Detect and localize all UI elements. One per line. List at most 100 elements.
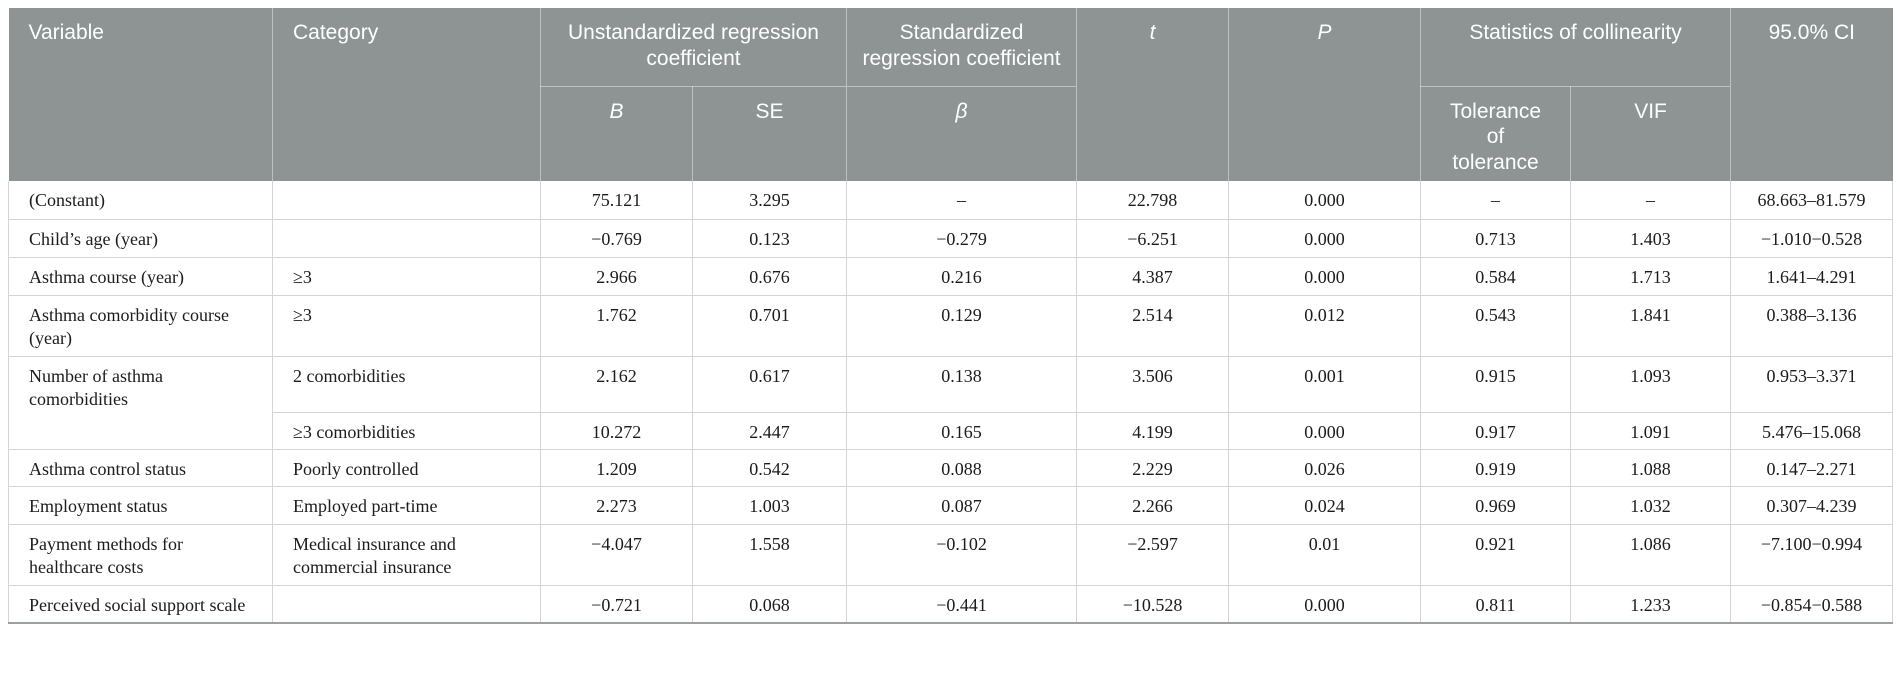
cell-variable: Employment status: [8, 486, 273, 525]
cell-category: [272, 584, 541, 624]
cell-b: −0.721: [540, 584, 693, 624]
cell-beta: 0.165: [846, 411, 1078, 451]
cell-tolerance: 0.584: [1420, 256, 1572, 296]
cell-ci: 0.388–3.136: [1730, 294, 1894, 357]
regression-table: Variable Category Unstandardized regress…: [8, 8, 1894, 624]
table-row: Asthma course (year) ≥3 2.966 0.676 0.21…: [8, 256, 1894, 296]
cell-tolerance: 0.969: [1420, 486, 1572, 525]
header-collinearity-group: Statistics of collinearity: [1420, 8, 1731, 87]
cell-tolerance: 0.713: [1420, 218, 1572, 258]
header-t: t: [1076, 8, 1229, 182]
cell-p: 0.024: [1228, 486, 1422, 525]
cell-beta: –: [846, 181, 1078, 220]
table-body: (Constant) 75.121 3.295 – 22.798 0.000 –…: [8, 181, 1894, 624]
cell-vif: –: [1570, 181, 1732, 220]
cell-beta: 0.216: [846, 256, 1078, 296]
table-row: Asthma comorbidity course (year) ≥3 1.76…: [8, 294, 1894, 357]
cell-category: [272, 218, 541, 258]
header-ci: 95.0% CI: [1730, 8, 1893, 182]
cell-t: 2.514: [1076, 294, 1230, 357]
cell-variable: Number of asthma comorbidities: [8, 355, 273, 451]
header-vif: VIF: [1570, 86, 1731, 182]
cell-se: 0.617: [691, 355, 848, 413]
table-row: Payment methods for healthcare costs Med…: [8, 523, 1894, 586]
cell-variable: Asthma comorbidity course (year): [8, 294, 273, 357]
cell-tolerance: –: [1420, 181, 1572, 220]
cell-beta: −0.279: [846, 218, 1078, 258]
header-b: B: [540, 86, 693, 182]
cell-p: 0.026: [1228, 448, 1422, 488]
cell-ci: 0.953–3.371: [1730, 355, 1894, 413]
cell-beta: 0.138: [846, 355, 1078, 413]
cell-t: 4.387: [1076, 256, 1230, 296]
cell-b: −0.769: [540, 218, 693, 258]
cell-b: 2.966: [540, 256, 693, 296]
cell-se: 0.542: [691, 448, 848, 488]
cell-vif: 1.032: [1570, 486, 1732, 525]
header-standardized-group: Standardized regression coefficient: [846, 8, 1077, 87]
cell-ci: 0.307–4.239: [1730, 486, 1894, 525]
cell-b: 75.121: [540, 181, 693, 220]
cell-se: 0.701: [691, 294, 848, 357]
cell-se: 0.676: [691, 256, 848, 296]
table-row: ≥3 comorbidities 10.272 2.447 0.165 4.19…: [9, 411, 1894, 451]
cell-beta: 0.087: [846, 486, 1078, 525]
cell-ci: −1.010−0.528: [1730, 218, 1894, 258]
cell-p: 0.012: [1228, 294, 1422, 357]
cell-ci: 5.476–15.068: [1730, 411, 1894, 451]
header-variable: Variable: [8, 8, 273, 182]
cell-category: 2 comorbidities: [272, 355, 541, 413]
cell-b: 10.272: [540, 411, 693, 451]
header-beta: β: [846, 86, 1077, 182]
cell-tolerance: 0.919: [1420, 448, 1572, 488]
cell-variable: (Constant): [8, 181, 273, 220]
cell-vif: 1.403: [1570, 218, 1732, 258]
table-header: Variable Category Unstandardized regress…: [8, 8, 1893, 182]
cell-ci: 0.147–2.271: [1730, 448, 1894, 488]
cell-tolerance: 0.915: [1420, 355, 1572, 413]
header-se: SE: [691, 86, 847, 182]
cell-vif: 1.233: [1570, 584, 1732, 624]
cell-category: Poorly controlled: [272, 448, 541, 488]
cell-category: [272, 181, 541, 220]
cell-p: 0.01: [1228, 523, 1422, 586]
cell-variable: Asthma course (year): [8, 256, 273, 296]
cell-t: −10.528: [1076, 584, 1230, 624]
cell-b: 1.209: [540, 448, 693, 488]
cell-category: ≥3: [272, 294, 541, 357]
cell-se: 1.558: [691, 523, 848, 586]
cell-tolerance: 0.917: [1420, 411, 1572, 451]
cell-p: 0.000: [1228, 256, 1422, 296]
cell-tolerance: 0.543: [1420, 294, 1572, 357]
cell-t: 22.798: [1076, 181, 1230, 220]
cell-ci: 68.663–81.579: [1730, 181, 1894, 220]
cell-t: 2.266: [1076, 486, 1230, 525]
cell-beta: −0.102: [846, 523, 1078, 586]
cell-variable: Asthma control status: [8, 448, 273, 488]
cell-variable: Perceived social support scale: [8, 584, 273, 624]
cell-t: −2.597: [1076, 523, 1230, 586]
cell-vif: 1.713: [1570, 256, 1732, 296]
table-row: (Constant) 75.121 3.295 – 22.798 0.000 –…: [8, 181, 1894, 220]
header-p: P: [1228, 8, 1421, 182]
cell-tolerance: 0.921: [1420, 523, 1572, 586]
cell-category: ≥3 comorbidities: [272, 411, 541, 451]
cell-vif: 1.088: [1570, 448, 1732, 488]
cell-ci: −0.854−0.588: [1730, 584, 1894, 624]
cell-ci: 1.641–4.291: [1730, 256, 1894, 296]
cell-se: 1.003: [691, 486, 848, 525]
cell-se: 3.295: [691, 181, 848, 220]
cell-b: −4.047: [540, 523, 693, 586]
cell-variable: Payment methods for healthcare costs: [8, 523, 273, 586]
table-row: Employment status Employed part-time 2.2…: [8, 486, 1894, 525]
cell-beta: 0.129: [846, 294, 1078, 357]
cell-t: 4.199: [1076, 411, 1230, 451]
cell-p: 0.000: [1228, 584, 1422, 624]
table-row: Number of asthma comorbidities 2 comorbi…: [8, 355, 1894, 451]
header-category: Category: [272, 8, 541, 182]
cell-b: 2.162: [540, 355, 693, 413]
cell-beta: 0.088: [846, 448, 1078, 488]
cell-beta: −0.441: [846, 584, 1078, 624]
cell-b: 1.762: [540, 294, 693, 357]
